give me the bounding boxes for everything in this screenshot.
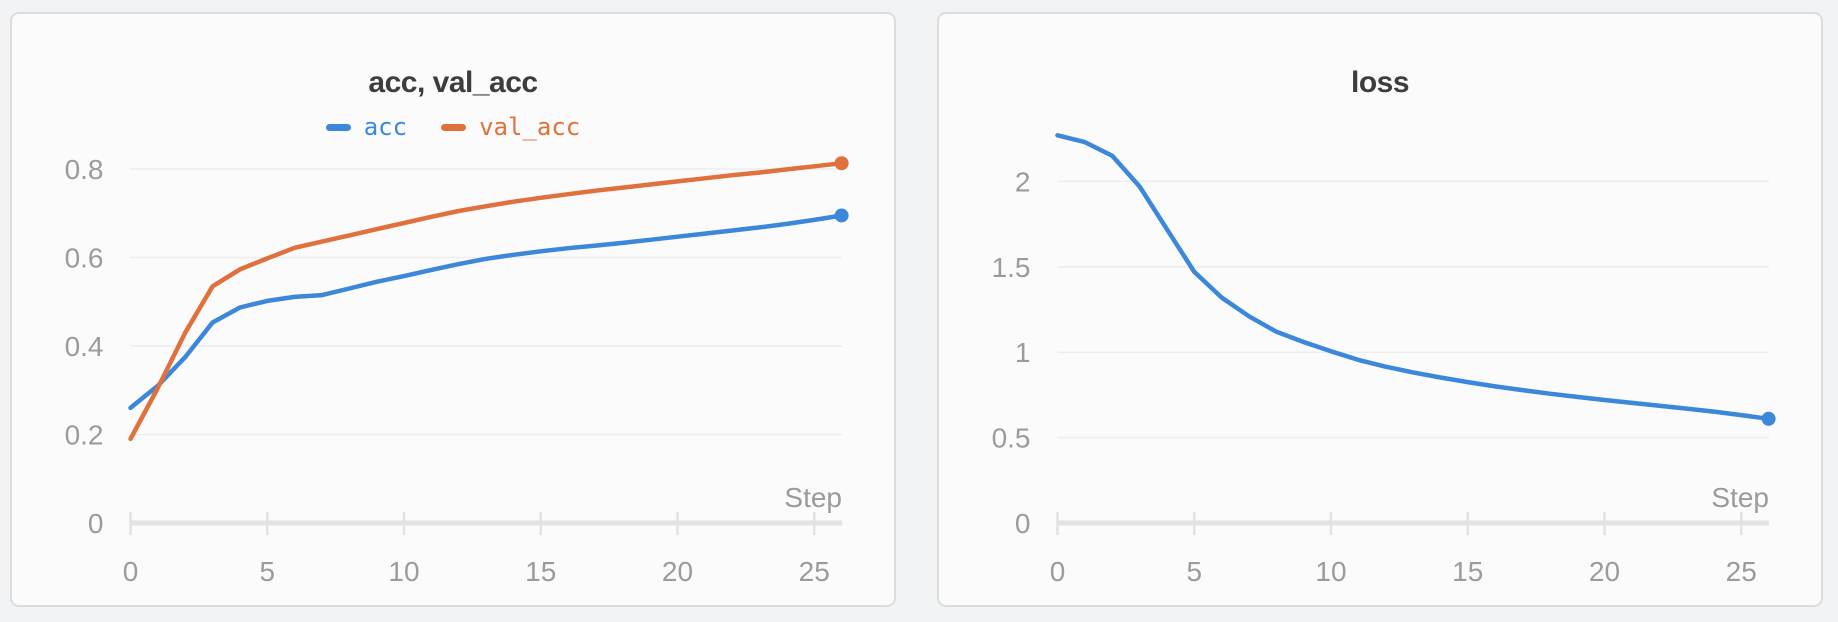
chart-legend: acc val_acc bbox=[12, 111, 894, 143]
y-tick-label: 0.8 bbox=[65, 154, 104, 185]
series-line-acc[interactable] bbox=[128, 213, 844, 411]
y-tick-label: 0.4 bbox=[65, 331, 104, 362]
y-tick-label: 0.2 bbox=[65, 420, 104, 451]
y-tick-label: 0.6 bbox=[65, 243, 104, 274]
x-axis-title: Step bbox=[784, 482, 842, 513]
x-tick-label: 5 bbox=[1186, 556, 1202, 587]
y-tick-label: 0 bbox=[88, 508, 104, 539]
x-tick-label: 15 bbox=[525, 556, 556, 587]
x-tick-label: 10 bbox=[1315, 556, 1346, 587]
legend-dash-val-acc bbox=[441, 123, 467, 131]
x-tick-label: 0 bbox=[1050, 556, 1066, 587]
x-tick-label: 5 bbox=[259, 556, 275, 587]
legend-label-val-acc: val_acc bbox=[479, 113, 581, 141]
y-tick-label: 0 bbox=[1015, 508, 1031, 539]
x-axis-title: Step bbox=[1711, 482, 1769, 513]
y-tick-label: 2 bbox=[1015, 166, 1031, 197]
legend-dash-acc bbox=[325, 123, 351, 131]
x-tick-label: 10 bbox=[388, 556, 419, 587]
endpoint-dot-acc[interactable] bbox=[834, 208, 849, 223]
legend-label-acc: acc bbox=[363, 113, 408, 141]
chart-panel-accuracy: acc, val_acc acc val_acc 0 5 10 15 20 25 0 0.2 0… bbox=[10, 12, 896, 607]
y-tick-label: 1.5 bbox=[992, 252, 1031, 283]
chart-panel-loss: loss 0 5 10 15 20 25 0 0.5 1 1.5 2 Step bbox=[937, 12, 1823, 607]
legend-item-val-acc[interactable]: val_acc bbox=[441, 113, 580, 141]
series-line-val_acc[interactable] bbox=[128, 160, 844, 442]
x-tick-label: 25 bbox=[1726, 556, 1757, 587]
endpoint-dot-val_acc[interactable] bbox=[834, 156, 849, 171]
series-line-loss[interactable] bbox=[1055, 133, 1771, 422]
x-tick-label: 20 bbox=[662, 556, 693, 587]
x-tick-label: 0 bbox=[123, 556, 139, 587]
line-chart-acc-val-acc[interactable]: 0 5 10 15 20 25 0 0.2 0.4 0.6 0.8 Step bbox=[12, 14, 896, 607]
x-tick-label: 15 bbox=[1452, 556, 1483, 587]
chart-title-accuracy: acc, val_acc bbox=[368, 66, 538, 99]
y-tick-label: 0.5 bbox=[992, 423, 1031, 454]
legend-item-acc[interactable]: acc bbox=[325, 113, 408, 141]
x-tick-label: 20 bbox=[1589, 556, 1620, 587]
x-tick-label: 25 bbox=[799, 556, 830, 587]
endpoint-dot-loss[interactable] bbox=[1761, 411, 1776, 426]
line-chart-loss[interactable]: 0 5 10 15 20 25 0 0.5 1 1.5 2 Step bbox=[939, 14, 1823, 607]
chart-title-loss: loss bbox=[1350, 66, 1410, 99]
y-tick-label: 1 bbox=[1015, 337, 1031, 368]
